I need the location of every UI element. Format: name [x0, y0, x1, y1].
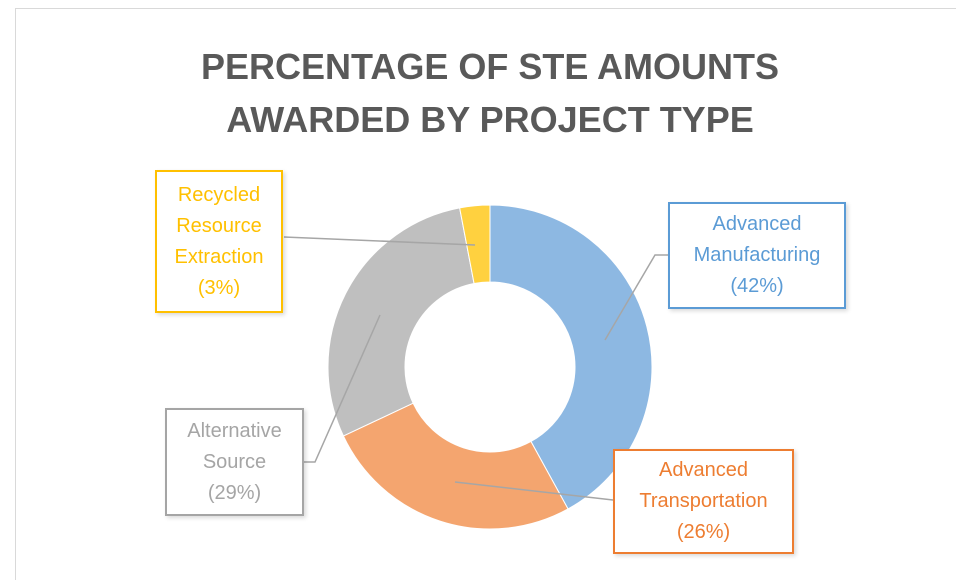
data-label-category: Alternative Source — [187, 419, 282, 473]
leader-line — [604, 254, 668, 341]
leader-line — [283, 236, 476, 246]
leader-line — [304, 314, 381, 463]
leader-line — [454, 481, 614, 501]
donut-slice — [342, 402, 569, 530]
data-label-value: (3%) — [197, 276, 241, 299]
data-label: Recycled Resource Extraction (3%) — [155, 170, 283, 313]
data-label-category: Advanced Transportation — [639, 459, 768, 512]
data-label: Advanced Transportation (26%) — [613, 449, 794, 554]
donut-slice — [489, 204, 653, 510]
data-label-category: Advanced Manufacturing — [693, 213, 821, 266]
data-label-value: (42%) — [730, 275, 784, 297]
data-label-value: (29%) — [207, 481, 262, 504]
chart-title: PERCENTAGE OF STE AMOUNTS AWARDED BY PRO… — [200, 46, 780, 140]
data-label: Alternative Source (29%) — [165, 408, 304, 516]
data-label: Advanced Manufacturing (42%) — [668, 202, 846, 309]
chart-frame — [15, 8, 956, 580]
data-label-value: (26%) — [676, 521, 731, 543]
data-label-category: Recycled Resource Extraction — [174, 183, 264, 268]
donut-slice — [327, 207, 475, 437]
